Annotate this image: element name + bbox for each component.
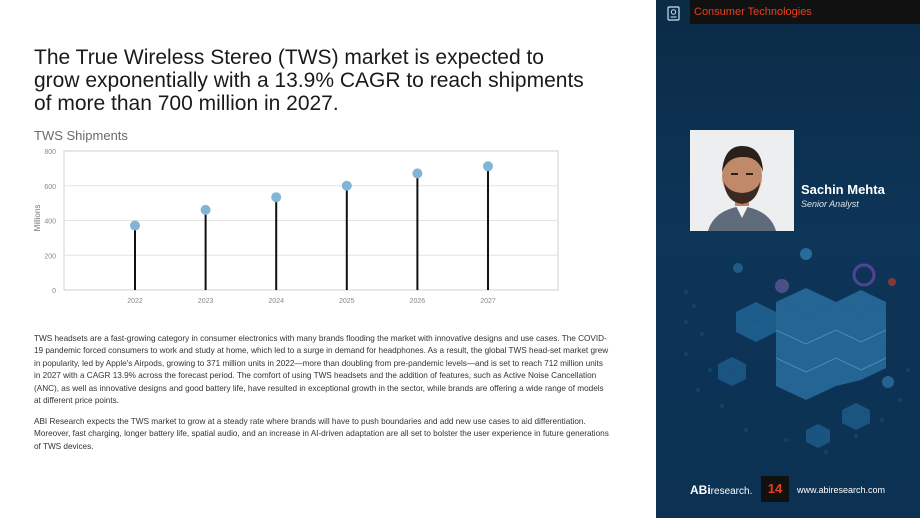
- y-tick-label: 800: [44, 149, 56, 156]
- data-point: [200, 204, 211, 215]
- body-paragraph-2: ABI Research expects the TWS market to g…: [34, 417, 609, 451]
- x-tick-label: 2024: [268, 298, 284, 305]
- x-tick-label: 2027: [480, 298, 496, 305]
- abi-research-logo: ABiresearch.: [690, 483, 752, 497]
- data-points: [130, 161, 493, 231]
- chart-title: TWS Shipments: [34, 128, 128, 143]
- y-axis-label: Millions: [33, 205, 42, 232]
- analyst-name: Sachin Mehta: [801, 182, 885, 197]
- analyst-photo: [690, 130, 794, 231]
- analyst-title: Senior Analyst: [801, 199, 859, 209]
- body-paragraph-1: TWS headsets are a fast-growing category…: [34, 334, 609, 406]
- data-point: [341, 180, 352, 191]
- category-bar: Consumer Technologies: [690, 0, 920, 24]
- data-point: [130, 220, 140, 231]
- y-tick-label: 400: [44, 219, 56, 226]
- stems: [134, 166, 489, 290]
- page-number: 14: [761, 476, 789, 502]
- logo-bold: ABi: [690, 483, 711, 497]
- y-tick-label: 600: [44, 184, 56, 191]
- website-url: www.abiresearch.com: [797, 485, 886, 495]
- document-icon: [667, 6, 680, 21]
- x-tick-label: 2022: [127, 298, 143, 305]
- data-point: [271, 192, 282, 203]
- decorative-cube-graphic: [684, 248, 910, 454]
- sidebar: Consumer Technologies Sachin Mehta Senio…: [656, 0, 920, 518]
- x-tick-labels: 2022 2023 2024 2025 2026 2027: [127, 298, 496, 305]
- logo-rest: research.: [710, 486, 753, 497]
- x-tick-label: 2025: [339, 298, 355, 305]
- data-point: [483, 161, 493, 172]
- gridlines: [64, 185, 558, 256]
- y-tick-label: 200: [44, 253, 56, 260]
- main-content: The True Wireless Stereo (TWS) market is…: [33, 46, 609, 451]
- tws-shipments-chart: 0 200 400 600 800 2022 2023 2024 2025 2026 2027 M…: [33, 149, 559, 305]
- x-tick-label: 2026: [410, 298, 426, 305]
- category-label: Consumer Technologies: [694, 6, 812, 18]
- y-tick-label: 0: [52, 288, 56, 295]
- x-tick-label: 2023: [198, 298, 214, 305]
- page-headline: The True Wireless Stereo (TWS) market is…: [34, 46, 584, 115]
- y-tick-labels: 0 200 400 600 800: [44, 149, 56, 295]
- data-point: [412, 168, 423, 179]
